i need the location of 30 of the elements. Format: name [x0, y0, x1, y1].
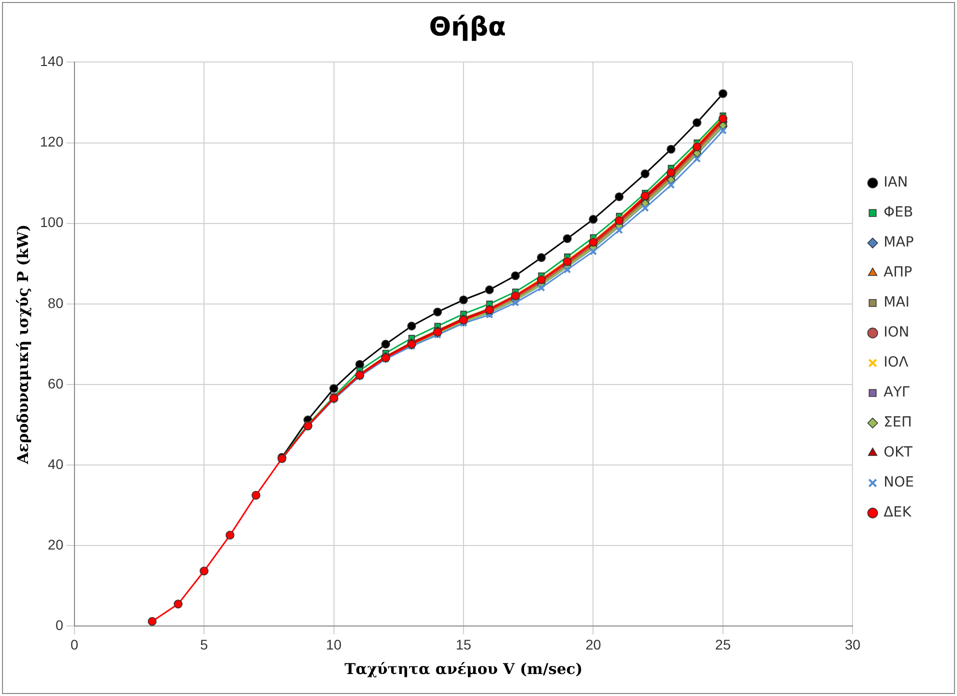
- legend-label: ΣΕΠ: [884, 414, 912, 431]
- legend-label: ΟΚΤ: [884, 444, 913, 461]
- legend-label: ΙΟΛ: [884, 354, 909, 371]
- legend-label: ΝΟΕ: [884, 474, 914, 491]
- x-tick-label: 30: [844, 636, 861, 652]
- y-tick-label: 100: [40, 214, 64, 230]
- y-tick-label: 60: [48, 375, 64, 392]
- y-tick-label: 120: [40, 134, 64, 150]
- legend-label: ΑΥΓ: [884, 384, 910, 401]
- x-tick-label: 15: [456, 636, 472, 652]
- y-tick-label: 80: [48, 294, 64, 311]
- legend-label: ΜΑΡ: [884, 234, 914, 251]
- x-tick-label: 25: [715, 636, 731, 652]
- legend-label: ΑΠΡ: [884, 264, 912, 281]
- y-tick-label: 40: [48, 456, 64, 472]
- y-tick-label: 20: [48, 536, 64, 552]
- x-axis-title: Ταχύτητα ανέμου V (m/sec): [344, 660, 583, 678]
- x-tick-label: 5: [200, 636, 208, 652]
- y-axis-title: Αεροδυναμική ισχύς P (kW): [14, 224, 32, 465]
- legend-label: ΙΟΝ: [884, 324, 910, 341]
- legend-label: ΦΕΒ: [884, 204, 914, 221]
- x-tick-label: 20: [585, 636, 602, 652]
- legend-label: ΜΑΙ: [884, 294, 910, 311]
- legend-label: ΙΑΝ: [884, 174, 908, 191]
- x-tick-label: 0: [70, 636, 78, 652]
- y-tick-label: 0: [56, 617, 64, 634]
- chart-title: Θήβα: [428, 12, 506, 42]
- x-tick-label: 10: [326, 636, 342, 652]
- y-tick-label: 140: [40, 53, 64, 70]
- legend-label: ΔΕΚ: [884, 504, 912, 521]
